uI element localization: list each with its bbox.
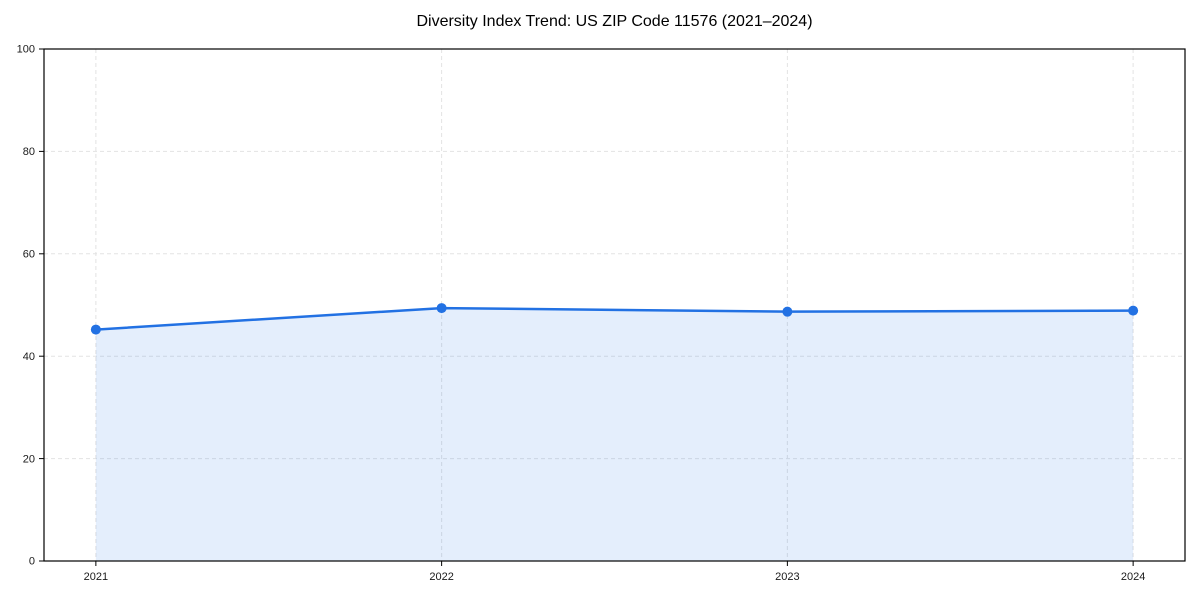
y-axis-tick-label: 80: [23, 146, 35, 158]
plot-border: [43, 48, 1186, 562]
x-axis-tick-label: 2022: [429, 571, 453, 583]
data-point-marker: [782, 306, 793, 317]
y-axis-tick-label: 100: [17, 44, 35, 56]
chart-title: Diversity Index Trend: US ZIP Code 11576…: [416, 13, 813, 30]
x-axis-tick-label: 2024: [1121, 571, 1145, 583]
y-axis-tick-label: 20: [23, 453, 35, 465]
x-axis-tick-label: 2021: [84, 571, 108, 583]
x-axis-tick-label: 2023: [775, 571, 799, 583]
data-point-marker: [1128, 305, 1139, 316]
y-axis-tick-label: 0: [29, 556, 35, 568]
area-fill: [95, 308, 1134, 561]
data-point-marker: [90, 324, 101, 335]
trend-line: [94, 306, 1135, 331]
y-axis-tick-label: 60: [23, 249, 35, 261]
data-point-marker: [436, 303, 447, 314]
y-axis-tick-label: 40: [23, 351, 35, 363]
